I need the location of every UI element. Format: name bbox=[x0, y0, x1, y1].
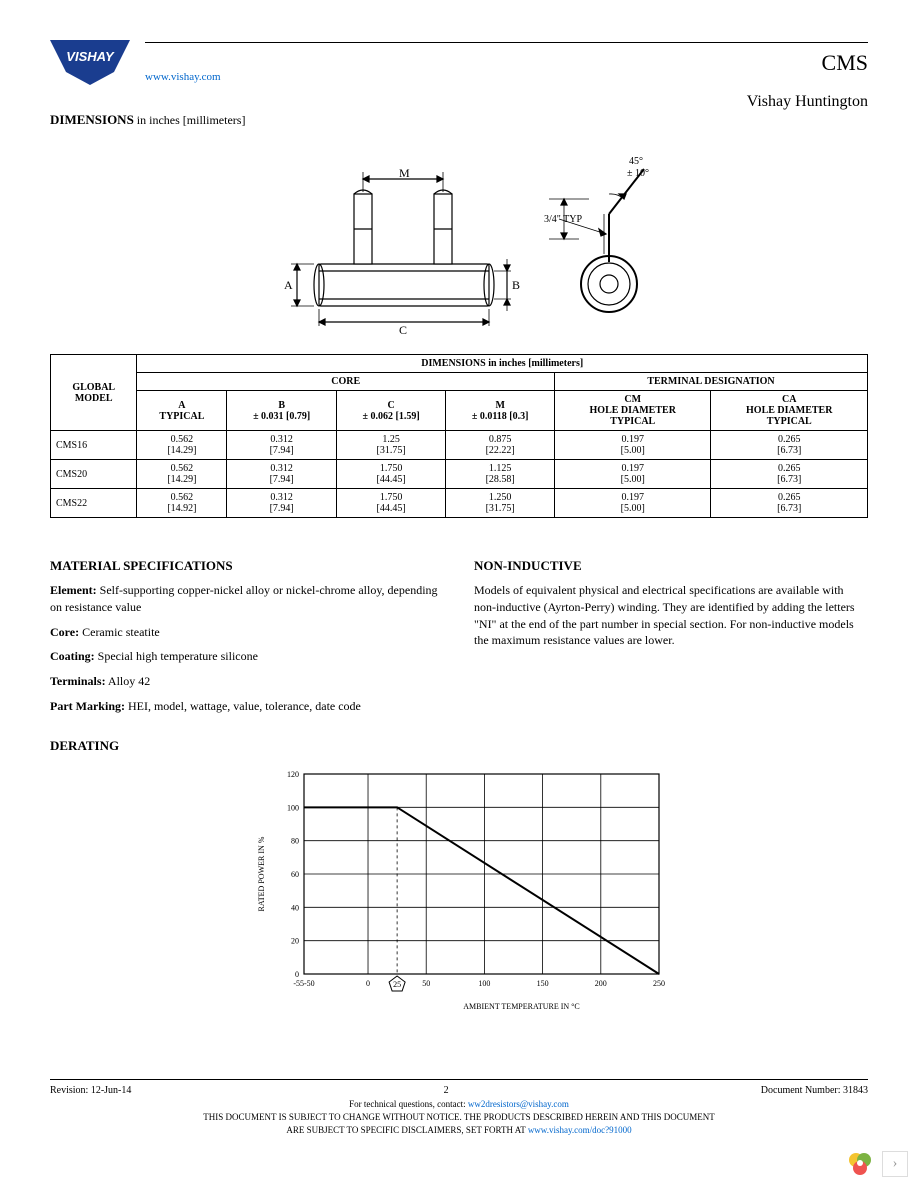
table-cell: 0.265 [6.73] bbox=[711, 431, 868, 460]
table-cell: 0.312 [7.94] bbox=[227, 460, 336, 489]
table-cell: 1.750 [44.45] bbox=[336, 460, 445, 489]
table-cell: 0.197 [5.00] bbox=[554, 489, 710, 518]
component-diagram: M A B C 45° ± 10° 3/4" TYP bbox=[50, 144, 868, 339]
col-model: GLOBAL MODEL bbox=[51, 355, 137, 431]
material-heading: MATERIAL SPECIFICATIONS bbox=[50, 558, 444, 574]
nav-next-button[interactable]: › bbox=[882, 1151, 908, 1177]
table-cell: 0.562 [14.29] bbox=[137, 431, 227, 460]
disclaimer-link[interactable]: www.vishay.com/doc?91000 bbox=[528, 1125, 632, 1135]
svg-text:200: 200 bbox=[595, 979, 607, 988]
table-cell: 0.265 [6.73] bbox=[711, 460, 868, 489]
table-cell: 0.197 [5.00] bbox=[554, 431, 710, 460]
svg-text:M: M bbox=[399, 166, 410, 180]
svg-text:250: 250 bbox=[653, 979, 665, 988]
table-cell: CMS22 bbox=[51, 489, 137, 518]
dimensions-heading: DIMENSIONS in inches [millimeters] bbox=[50, 111, 868, 129]
svg-text:25: 25 bbox=[393, 980, 401, 989]
table-cell: 1.750 [44.45] bbox=[336, 489, 445, 518]
svg-text:0: 0 bbox=[295, 970, 299, 979]
svg-text:AMBIENT TEMPERATURE IN °C: AMBIENT TEMPERATURE IN °C bbox=[463, 1002, 579, 1011]
svg-text:120: 120 bbox=[287, 770, 299, 779]
sub-brand: Vishay Huntington bbox=[50, 93, 868, 111]
svg-text:40: 40 bbox=[291, 903, 299, 912]
svg-text:60: 60 bbox=[291, 870, 299, 879]
spec-core: Core: Ceramic steatite bbox=[50, 624, 444, 641]
table-cell: 0.265 [6.73] bbox=[711, 489, 868, 518]
nav-widget: › bbox=[846, 1150, 908, 1178]
spec-marking: Part Marking: HEI, model, wattage, value… bbox=[50, 698, 444, 715]
table-cell: 1.125 [28.58] bbox=[446, 460, 555, 489]
table-cell: 1.250 [31.75] bbox=[446, 489, 555, 518]
tech-email-link[interactable]: ww2dresistors@vishay.com bbox=[468, 1099, 569, 1109]
svg-text:50: 50 bbox=[422, 979, 430, 988]
spec-element: Element: Self-supporting copper-nickel a… bbox=[50, 582, 444, 616]
svg-text:B: B bbox=[512, 278, 520, 292]
svg-text:± 10°: ± 10° bbox=[627, 168, 649, 179]
table-cell: 0.562 [14.92] bbox=[137, 489, 227, 518]
table-cell: 1.25 [31.75] bbox=[336, 431, 445, 460]
derating-chart: 25020406080100120-55-50050100150200250RA… bbox=[50, 764, 868, 1019]
table-cell: 0.312 [7.94] bbox=[227, 489, 336, 518]
svg-text:20: 20 bbox=[291, 936, 299, 945]
spec-coating: Coating: Special high temperature silico… bbox=[50, 648, 444, 665]
table-cell: 0.875 [22.22] bbox=[446, 431, 555, 460]
footer-page: 2 bbox=[444, 1085, 449, 1096]
svg-text:45°: 45° bbox=[629, 156, 643, 167]
vishay-url[interactable]: www.vishay.com bbox=[145, 71, 868, 83]
svg-text:3/4" TYP: 3/4" TYP bbox=[544, 214, 583, 225]
svg-text:RATED POWER IN %: RATED POWER IN % bbox=[257, 836, 266, 911]
table-cell: CMS16 bbox=[51, 431, 137, 460]
svg-text:0: 0 bbox=[366, 979, 370, 988]
svg-text:-55-50: -55-50 bbox=[293, 979, 314, 988]
non-inductive-text: Models of equivalent physical and electr… bbox=[474, 582, 868, 649]
table-cell: 0.197 [5.00] bbox=[554, 460, 710, 489]
non-inductive-heading: NON-INDUCTIVE bbox=[474, 558, 868, 574]
table-cell: CMS20 bbox=[51, 460, 137, 489]
footer-docnum: Document Number: 31843 bbox=[761, 1085, 868, 1096]
svg-text:80: 80 bbox=[291, 836, 299, 845]
svg-text:100: 100 bbox=[287, 803, 299, 812]
vishay-logo: VISHAY bbox=[50, 40, 130, 85]
table-cell: 0.312 [7.94] bbox=[227, 431, 336, 460]
product-title: CMS bbox=[822, 50, 868, 76]
footer-revision: Revision: 12-Jun-14 bbox=[50, 1085, 131, 1096]
spec-terminals: Terminals: Alloy 42 bbox=[50, 673, 444, 690]
svg-text:C: C bbox=[399, 323, 407, 334]
dimensions-table: GLOBAL MODEL DIMENSIONS in inches [milli… bbox=[50, 354, 868, 518]
svg-text:150: 150 bbox=[537, 979, 549, 988]
derating-heading: DERATING bbox=[50, 738, 868, 754]
svg-text:100: 100 bbox=[478, 979, 490, 988]
flower-icon[interactable] bbox=[846, 1150, 874, 1178]
svg-text:VISHAY: VISHAY bbox=[66, 49, 115, 64]
svg-text:A: A bbox=[284, 278, 293, 292]
table-cell: 0.562 [14.29] bbox=[137, 460, 227, 489]
